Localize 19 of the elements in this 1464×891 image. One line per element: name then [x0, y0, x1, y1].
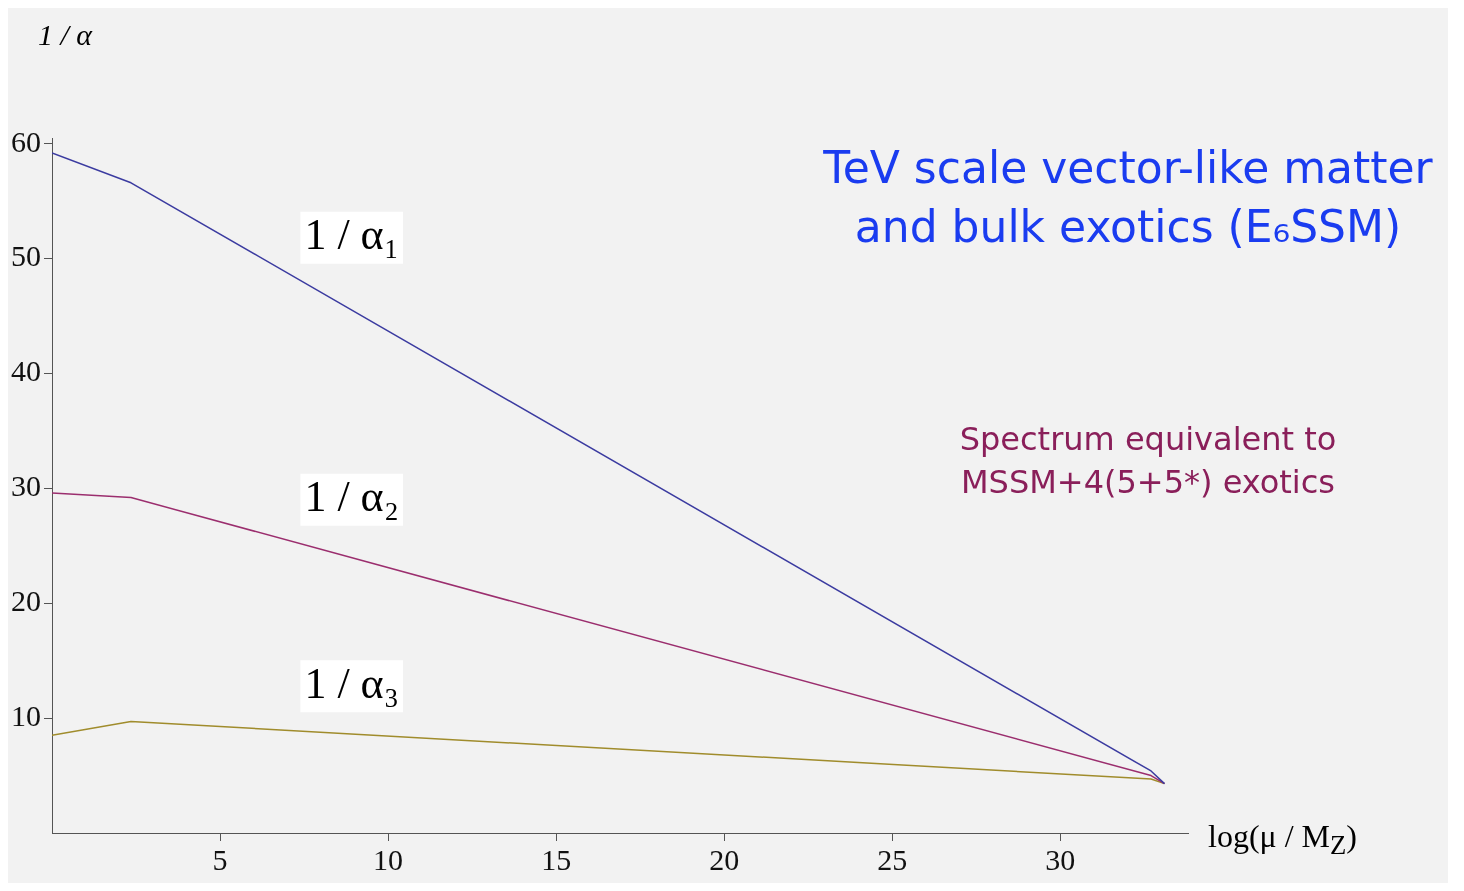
- y-tick-label: 50: [11, 239, 41, 273]
- y-tick-label: 60: [11, 124, 41, 158]
- x-axis-title: log(μ / M$_{Z}$): [1208, 818, 1357, 862]
- x-tick-label: 30: [1045, 842, 1076, 876]
- x-tick-label: 5: [212, 842, 228, 876]
- y-tick-label: 20: [11, 584, 41, 618]
- y-axis-title: 1 / α: [38, 18, 93, 52]
- series-label: 1 / α₁: [304, 210, 400, 260]
- y-tick-label: 10: [11, 699, 41, 732]
- annotation: Spectrum equivalent to MSSM+4(5+5*) exotics: [958, 419, 1338, 504]
- x-tick-label: 25: [877, 842, 908, 876]
- series-label: 1 / α₃: [304, 658, 400, 708]
- x-tick-label: 15: [541, 842, 572, 876]
- x-tick-label: 20: [709, 842, 740, 876]
- y-tick-label: 30: [11, 469, 41, 503]
- annotation: TeV scale vector-like matter and bulk exotics (E₆SSM): [822, 141, 1434, 255]
- x-tick-label: 10: [373, 842, 404, 876]
- series-label: 1 / α₂: [304, 472, 400, 522]
- y-tick-label: 40: [11, 354, 41, 388]
